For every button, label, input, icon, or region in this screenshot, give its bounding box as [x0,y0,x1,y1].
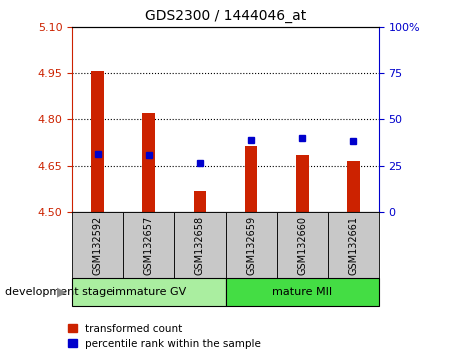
Text: GSM132661: GSM132661 [348,216,358,275]
Text: GSM132657: GSM132657 [144,216,154,275]
FancyBboxPatch shape [226,278,379,306]
Bar [143,113,155,212]
Title: GDS2300 / 1444046_at: GDS2300 / 1444046_at [145,9,306,23]
FancyBboxPatch shape [72,278,225,306]
Bar [296,155,308,212]
Text: immature GV: immature GV [112,287,186,297]
Text: GSM132658: GSM132658 [195,216,205,275]
FancyBboxPatch shape [175,212,226,278]
Text: mature MII: mature MII [272,287,332,297]
FancyBboxPatch shape [226,212,276,278]
Text: ▶: ▶ [57,286,67,298]
Text: GSM132660: GSM132660 [297,216,307,275]
FancyBboxPatch shape [72,212,123,278]
Bar [193,191,207,212]
Text: GSM132592: GSM132592 [93,216,103,275]
FancyBboxPatch shape [276,212,328,278]
Bar [245,146,258,212]
Bar [347,161,360,212]
FancyBboxPatch shape [123,212,175,278]
Bar [91,72,104,212]
FancyBboxPatch shape [328,212,379,278]
Text: GSM132659: GSM132659 [246,216,256,275]
Legend: transformed count, percentile rank within the sample: transformed count, percentile rank withi… [69,324,261,349]
Text: development stage: development stage [5,287,113,297]
